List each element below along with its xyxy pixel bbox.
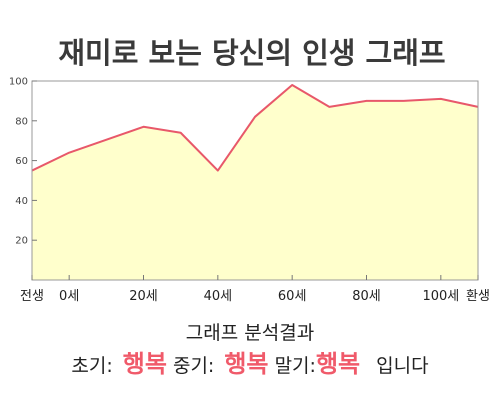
plot-frame: [31, 80, 479, 281]
xtick-label-3: 40세: [204, 289, 233, 304]
xtick-label-7: 환생: [466, 289, 490, 304]
xtick-label-6: 100세: [422, 289, 459, 304]
late-phase-value: 행복: [315, 350, 361, 378]
result-heading: 그래프 분석결과: [185, 322, 315, 344]
xtick-label-5: 80세: [352, 289, 381, 304]
early-phase-value: 행복: [122, 350, 167, 378]
chart-title: 재미로 보는 당신의 인생 그래프: [58, 36, 445, 70]
result-ending: 입니다: [376, 355, 429, 377]
xtick-label-1: 0세: [59, 289, 79, 304]
xtick-label-0: 전생: [20, 289, 44, 304]
late-phase-label: 말기:: [274, 355, 316, 377]
ytick-label-100: 100: [9, 77, 28, 88]
life-line: [31, 83, 479, 172]
xtick-label-4: 60세: [278, 289, 307, 304]
ytick-label-80: 80: [15, 116, 28, 127]
ytick-label-40: 40: [15, 196, 28, 207]
result-summary: 초기: 행복 중기: 행복 말기:행복 입니다: [0, 344, 500, 379]
middle-phase-value: 행복: [224, 350, 269, 378]
ytick-label-20: 20: [15, 236, 28, 247]
early-phase-label: 초기:: [71, 355, 113, 377]
area-fill: [32, 84, 478, 280]
middle-phase-label: 중기:: [172, 355, 215, 377]
xtick-label-2: 20세: [129, 289, 158, 304]
ytick-label-60: 60: [15, 156, 28, 167]
